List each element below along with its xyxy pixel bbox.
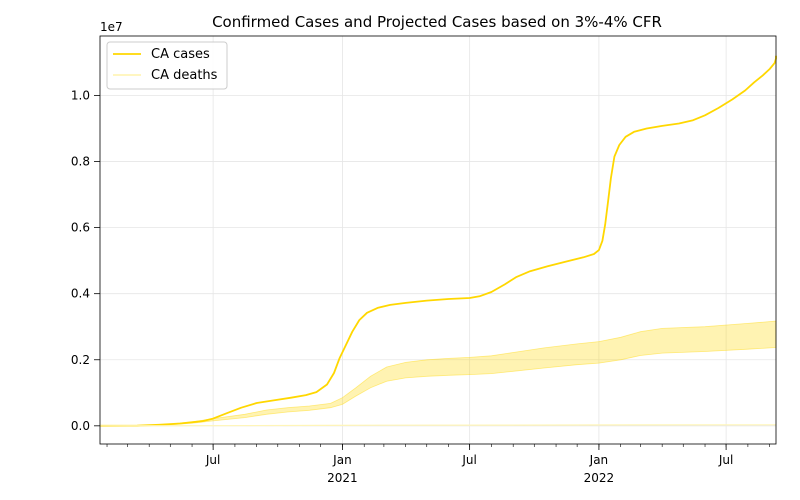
- x-tick-year-label: 2021: [327, 471, 358, 485]
- y-tick-label: 0.6: [71, 221, 90, 235]
- x-tick-label: Jul: [205, 453, 220, 467]
- x-tick-label: Jan: [589, 453, 609, 467]
- legend-label-ca-cases: CA cases: [151, 47, 210, 62]
- x-axis: Jul Jan 2021 Jul Jan 2022 Jul: [106, 444, 770, 485]
- y-tick-label: 1.0: [71, 88, 90, 102]
- projection-band: [99, 320, 777, 427]
- chart-title: Confirmed Cases and Projected Cases base…: [212, 13, 662, 31]
- legend-label-ca-deaths: CA deaths: [151, 68, 218, 83]
- x-tick-label: Jul: [718, 453, 733, 467]
- plot-frame: [99, 35, 777, 445]
- y-tick-label: 0.4: [71, 287, 90, 301]
- x-tick-year-label: 2022: [584, 471, 615, 485]
- series-lines: [99, 55, 777, 427]
- x-tick-label: Jul: [461, 453, 476, 467]
- y-tick-label: 0.2: [71, 353, 90, 367]
- y-tick-label: 0.8: [71, 155, 90, 169]
- series-line-ca-cases: [99, 55, 777, 427]
- series-line-ca-deaths: [99, 424, 777, 427]
- x-tick-label: Jan: [332, 453, 352, 467]
- grid: [100, 36, 776, 444]
- legend: CA cases CA deaths: [106, 41, 228, 90]
- y-tick-label: 0.0: [71, 419, 90, 433]
- y-offset-label: 1e7: [100, 20, 123, 34]
- y-axis: 0.0 0.2 0.4 0.6 0.8 1.0: [71, 88, 100, 433]
- projection-band-area: [99, 320, 777, 427]
